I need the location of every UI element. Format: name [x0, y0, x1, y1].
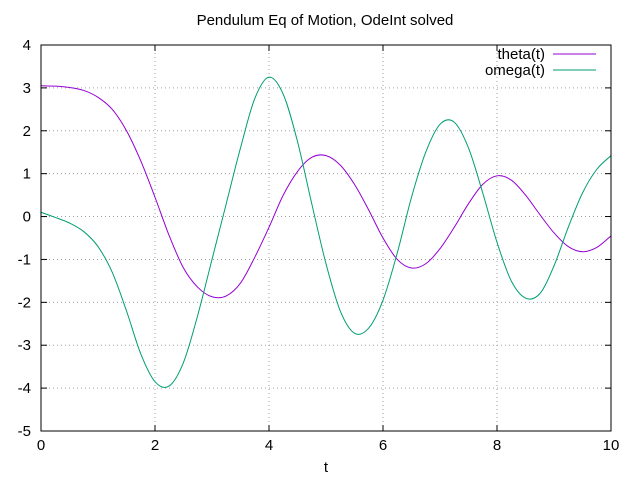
x-tick-label: 6	[379, 437, 387, 454]
legend-label-omega-t: omega(t)	[485, 62, 545, 79]
plot-frame	[40, 44, 612, 432]
y-tick-label: 1	[23, 166, 31, 183]
x-tick-label: 8	[493, 437, 501, 454]
y-tick-label: -3	[18, 337, 31, 354]
y-tick-label: -2	[18, 294, 31, 311]
x-tick-label: 10	[603, 437, 620, 454]
legend-label-theta-t: theta(t)	[497, 46, 545, 63]
y-tick-label: 2	[23, 123, 31, 140]
legend: theta(t)omega(t)	[485, 46, 596, 79]
series-line-theta-t	[40, 85, 612, 299]
series-line-omega-t	[40, 76, 612, 388]
x-tick-label: 4	[265, 437, 273, 454]
series-lines	[40, 76, 612, 388]
y-tick-label: 0	[23, 209, 31, 226]
grid-lines	[41, 45, 611, 431]
y-tick-label: -4	[18, 380, 31, 397]
y-tick-label: 4	[23, 37, 31, 54]
y-tick-label: 3	[23, 80, 31, 97]
x-axis-label: t	[324, 459, 329, 476]
x-tick-label: 0	[37, 437, 45, 454]
y-tick-label: -5	[18, 423, 31, 440]
chart-title: Pendulum Eq of Motion, OdeInt solved	[197, 12, 454, 29]
y-tick-label: -1	[18, 251, 31, 268]
axis-ticks: -5 -4 -3 -2 -1 0 1 2 3 4 0 2 4 6 8 10	[18, 37, 620, 454]
x-tick-label: 2	[151, 437, 159, 454]
